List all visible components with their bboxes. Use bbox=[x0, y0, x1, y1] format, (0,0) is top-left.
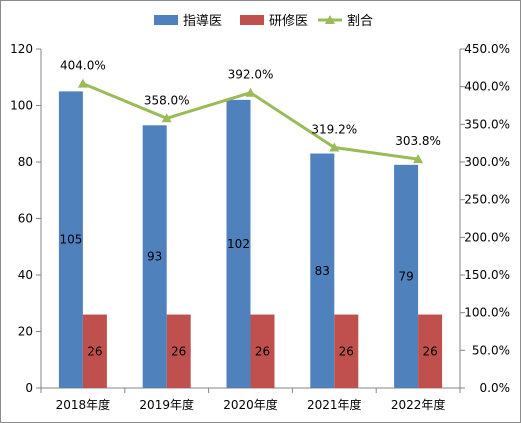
ratio-marker bbox=[77, 78, 88, 88]
right-tick-label: 300.0% bbox=[464, 155, 510, 169]
ratio-label: 319.2% bbox=[311, 123, 357, 137]
bar-kenshui-label: 26 bbox=[422, 344, 437, 358]
bar-shidoui-label: 105 bbox=[59, 233, 82, 247]
bars: 105 26 93 26 102 26 83 26 79 26 bbox=[58, 91, 443, 389]
x-category-label: 2020年度 bbox=[223, 397, 278, 412]
right-tick-label: 50.0% bbox=[472, 343, 510, 357]
ratio-line: 404.0% 358.0% 392.0% 319.2% 303.8% bbox=[60, 59, 441, 164]
legend: 指導医 研修医 割合 bbox=[154, 13, 373, 29]
x-category-label: 2021年度 bbox=[307, 397, 362, 412]
legend-swatch bbox=[154, 15, 178, 25]
right-tick-label: 150.0% bbox=[464, 268, 510, 282]
bar-kenshui-label: 26 bbox=[255, 344, 270, 358]
bar-kenshui bbox=[418, 314, 443, 388]
ratio-marker bbox=[413, 154, 424, 164]
bar-shidoui bbox=[226, 99, 251, 388]
right-tick-label: 0.0% bbox=[480, 381, 511, 395]
bar-shidoui-label: 93 bbox=[147, 250, 162, 264]
right-tick-label: 100.0% bbox=[464, 306, 510, 320]
ratio-label: 358.0% bbox=[144, 93, 190, 107]
right-tick-label: 350.0% bbox=[464, 117, 510, 131]
x-category-label: 2022年度 bbox=[391, 397, 446, 412]
right-axis: 0.0% 50.0% 100.0% 150.0% 200.0% 250.0% 300.0% 3… bbox=[459, 42, 511, 395]
left-tick-label: 100 bbox=[10, 99, 33, 113]
bar-shidoui-label: 79 bbox=[398, 269, 413, 283]
bar-shidoui-label: 83 bbox=[315, 264, 330, 278]
ratio-marker bbox=[245, 87, 256, 97]
bar-shidoui bbox=[142, 125, 167, 389]
left-tick-label: 80 bbox=[18, 155, 33, 169]
bar-shidoui-label: 102 bbox=[227, 237, 250, 251]
bar-kenshui bbox=[166, 314, 191, 388]
legend-label: 研修医 bbox=[269, 14, 308, 29]
ratio-marker bbox=[161, 113, 172, 123]
x-axis: 2018年度 2019年度 2020年度 2021年度 2022年度 bbox=[40, 387, 461, 412]
left-tick-label: 40 bbox=[18, 268, 33, 282]
right-tick-label: 400.0% bbox=[464, 80, 510, 94]
legend-label: 割合 bbox=[347, 13, 373, 29]
legend-label: 指導医 bbox=[183, 14, 222, 29]
left-tick-label: 20 bbox=[18, 325, 33, 339]
left-tick-label: 120 bbox=[10, 42, 33, 56]
x-category-label: 2019年度 bbox=[139, 397, 194, 412]
bar-shidoui bbox=[310, 153, 335, 388]
right-tick-label: 450.0% bbox=[464, 42, 510, 56]
legend-marker bbox=[325, 15, 335, 24]
bar-kenshui-label: 26 bbox=[171, 344, 186, 358]
ratio-marker bbox=[329, 142, 340, 152]
right-tick-label: 250.0% bbox=[464, 193, 510, 207]
bar-kenshui bbox=[334, 314, 359, 388]
left-axis: 0 20 40 60 80 100 120 bbox=[10, 42, 42, 395]
bar-kenshui-label: 26 bbox=[87, 344, 102, 358]
bar-kenshui-label: 26 bbox=[339, 344, 354, 358]
ratio-label: 303.8% bbox=[395, 134, 441, 148]
bar-shidoui bbox=[58, 91, 83, 388]
right-tick-label: 200.0% bbox=[464, 230, 510, 244]
bar-shidoui bbox=[394, 164, 419, 388]
bar-kenshui bbox=[250, 314, 275, 388]
left-tick-label: 0 bbox=[25, 381, 33, 395]
ratio-label: 392.0% bbox=[228, 68, 274, 82]
ratio-label: 404.0% bbox=[60, 59, 106, 73]
left-tick-label: 60 bbox=[18, 212, 33, 226]
legend-swatch bbox=[240, 15, 264, 25]
x-category-label: 2018年度 bbox=[56, 397, 111, 412]
bar-kenshui bbox=[82, 314, 107, 388]
